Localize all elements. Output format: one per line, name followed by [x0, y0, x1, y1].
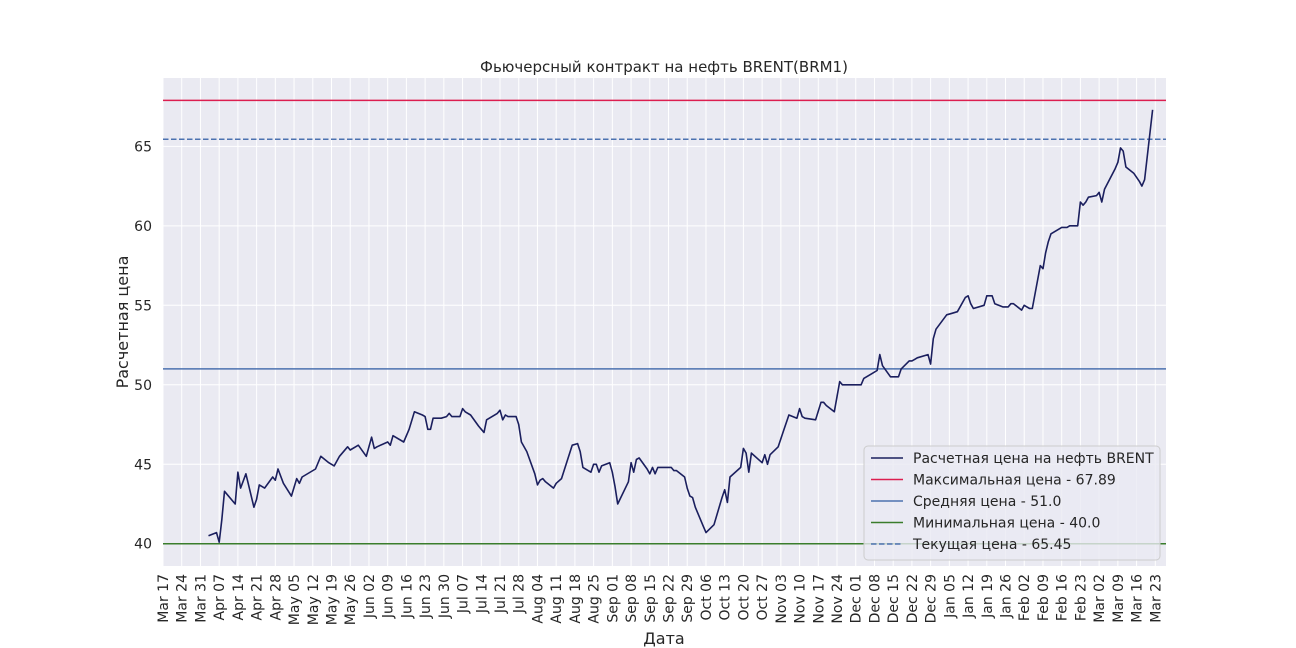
- x-tick-label: Dec 29: [924, 574, 940, 623]
- x-tick-label: Aug 18: [568, 574, 584, 624]
- y-tick-label: 50: [134, 378, 152, 394]
- legend-entry-label: Средняя цена - 51.0: [913, 494, 1061, 510]
- x-tick-label: Dec 15: [886, 574, 902, 623]
- x-tick-label: May 12: [306, 574, 322, 625]
- legend: Расчетная цена на нефть BRENT Максимальна…: [863, 445, 1161, 561]
- x-tick-label: Mar 17: [156, 574, 172, 623]
- legend-entry-label: Максимальная цена - 67.89: [913, 473, 1116, 489]
- x-tick-label: Aug 04: [530, 574, 546, 624]
- x-tick-label: Dec 22: [905, 574, 921, 623]
- x-tick-label: Aug 25: [587, 574, 603, 624]
- x-tick-label: Jul 28: [512, 574, 528, 614]
- x-tick-label: Feb 16: [1055, 574, 1071, 621]
- x-tick-label: Mar 23: [1148, 574, 1164, 623]
- x-tick-label: May 05: [287, 574, 303, 625]
- x-tick-label: Feb 23: [1073, 574, 1089, 621]
- series-line: [208, 109, 1154, 543]
- x-tick-label: Mar 31: [193, 574, 209, 623]
- x-axis-label: Дата: [643, 629, 684, 648]
- x-tick-label: Nov 17: [811, 574, 827, 624]
- series-lines: [208, 109, 1154, 543]
- x-tick-label: Jul 14: [474, 574, 490, 614]
- x-tick-label: Jun 16: [399, 574, 415, 619]
- x-tick-label: Mar 02: [1092, 574, 1108, 623]
- x-tick-label: Jan 26: [999, 574, 1015, 619]
- x-tick-label: Mar 16: [1130, 574, 1146, 623]
- x-tick-label: Jun 09: [381, 574, 397, 619]
- x-tick-label: Jun 30: [437, 574, 453, 619]
- legend-entry-label: Текущая цена - 65.45: [912, 537, 1071, 553]
- x-tick-label: Jul 21: [493, 574, 509, 614]
- y-tick-label: 60: [134, 219, 152, 235]
- x-tick-label: Oct 20: [736, 574, 752, 620]
- x-tick-label: Jan 19: [980, 574, 996, 619]
- x-tick-label: Sep 22: [662, 574, 678, 623]
- x-tick-label: Mar 09: [1111, 574, 1127, 623]
- y-tick-label: 40: [134, 537, 152, 553]
- y-tick-labels: 40 45 50 55 60 65: [134, 139, 152, 552]
- x-tick-label: Sep 01: [605, 574, 621, 623]
- x-tick-label: Nov 10: [793, 574, 809, 624]
- x-tick-label: Aug 11: [549, 574, 565, 624]
- x-tick-label: Oct 27: [755, 574, 771, 620]
- legend-entry-label: Расчетная цена на нефть BRENT: [913, 451, 1154, 467]
- x-tick-label: Dec 08: [867, 574, 883, 623]
- x-tick-label: Feb 09: [1036, 574, 1052, 621]
- legend-box: [863, 445, 1161, 561]
- legend-entry-label: Минимальная цена - 40.0: [913, 516, 1100, 532]
- x-tick-label: May 26: [343, 574, 359, 625]
- x-tick-label: Mar 24: [175, 574, 191, 623]
- x-tick-labels: Mar 17 Mar 24 Mar 31 Apr 07 Apr 14 Apr 21 Apr …: [156, 574, 1164, 625]
- x-tick-label: Nov 24: [830, 574, 846, 624]
- x-tick-label: Jun 02: [362, 574, 378, 619]
- reference-lines: [163, 99, 1166, 545]
- y-tick-label: 45: [134, 457, 152, 473]
- x-tick-label: Sep 29: [680, 574, 696, 623]
- x-tick-label: Jul 07: [456, 574, 472, 614]
- x-tick-label: Apr 21: [250, 574, 266, 620]
- x-tick-label: Apr 14: [231, 574, 247, 621]
- x-tick-label: Nov 03: [774, 574, 790, 624]
- x-tick-label: Jun 23: [418, 574, 434, 619]
- x-tick-label: Dec 01: [849, 574, 865, 623]
- x-tick-label: Feb 02: [1017, 574, 1033, 621]
- chart-title: Фьючерсный контракт на нефть BRENT(BRM1): [480, 58, 848, 76]
- y-axis-label: Расчетная цена: [113, 256, 132, 389]
- x-tick-label: Jan 12: [961, 574, 977, 619]
- legend-items: Расчетная цена на нефть BRENT Максимальна…: [871, 451, 1154, 553]
- x-tick-label: Apr 07: [212, 574, 228, 620]
- x-tick-label: Oct 06: [699, 574, 715, 621]
- x-tick-label: May 19: [325, 574, 341, 625]
- y-tick-label: 65: [134, 139, 152, 155]
- x-tick-label: Sep 15: [643, 574, 659, 623]
- x-tick-label: Jan 05: [942, 574, 958, 619]
- x-tick-label: Oct 13: [718, 574, 734, 620]
- y-tick-label: 55: [134, 298, 152, 314]
- x-tick-label: Sep 08: [624, 574, 640, 623]
- x-tick-label: Apr 28: [268, 574, 284, 620]
